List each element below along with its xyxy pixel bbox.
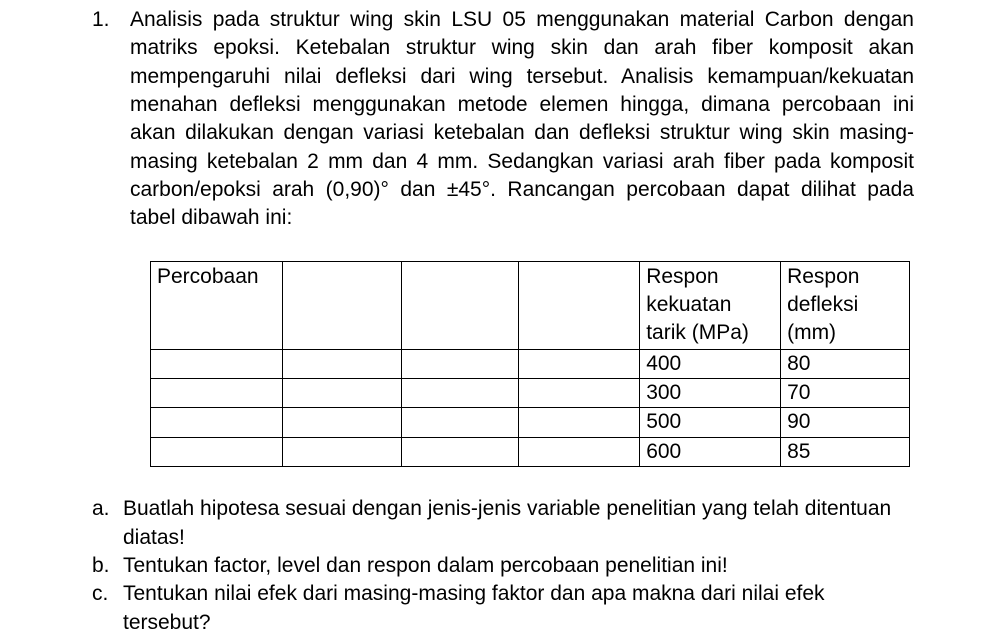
col-header: [519, 261, 640, 349]
table-cell: [401, 379, 518, 408]
table-cell: 400: [640, 349, 781, 378]
col-header: Respon defleksi (mm): [781, 261, 910, 349]
table-row: 300 70: [151, 379, 910, 408]
sub-marker: a.: [92, 495, 110, 523]
table-cell: [282, 379, 401, 408]
table-cell: [151, 349, 283, 378]
table-cell: [282, 408, 401, 437]
table-cell: 80: [781, 349, 910, 378]
sub-text: Tentukan nilai efek dari masing-masing f…: [123, 582, 825, 605]
table-cell: 300: [640, 379, 781, 408]
table-cell: [401, 349, 518, 378]
item-paragraph: Analisis pada struktur wing skin LSU 05 …: [130, 6, 914, 233]
table-cell: 500: [640, 408, 781, 437]
table-cell: [401, 408, 518, 437]
sub-text: Buatlah hipotesa sesuai dengan jenis-jen…: [123, 497, 891, 520]
sub-item-c-cont: tersebut?: [92, 609, 914, 637]
table-cell: [282, 349, 401, 378]
table-row: 400 80: [151, 349, 910, 378]
sub-item-a: a. Buatlah hipotesa sesuai dengan jenis-…: [92, 495, 914, 523]
table-cell: 70: [781, 379, 910, 408]
table-cell: [282, 437, 401, 466]
table-row: 500 90: [151, 408, 910, 437]
col-header: [282, 261, 401, 349]
question-item: 1. Analisis pada struktur wing skin LSU …: [0, 6, 982, 637]
table-row: 600 85: [151, 437, 910, 466]
sub-item-c: c. Tentukan nilai efek dari masing-masin…: [92, 580, 914, 608]
sub-item-b: b. Tentukan factor, level dan respon dal…: [92, 552, 914, 580]
experiment-table-wrap: Percobaan Respon kekuatan tarik (MPa) Re…: [150, 261, 914, 467]
table-cell: 600: [640, 437, 781, 466]
table-cell: 85: [781, 437, 910, 466]
col-header: Percobaan: [151, 261, 283, 349]
table-cell: [519, 437, 640, 466]
sub-text: Tentukan factor, level dan respon dalam …: [123, 554, 728, 577]
sub-marker: c.: [92, 580, 108, 608]
table-cell: [519, 408, 640, 437]
table-body: 400 80 300 70 500 90: [151, 349, 910, 466]
table-cell: [151, 437, 283, 466]
table-cell: [519, 379, 640, 408]
table-cell: [519, 349, 640, 378]
table-cell: [151, 379, 283, 408]
item-number: 1.: [92, 6, 110, 34]
sub-marker: b.: [92, 552, 110, 580]
col-header: Respon kekuatan tarik (MPa): [640, 261, 781, 349]
experiment-table: Percobaan Respon kekuatan tarik (MPa) Re…: [150, 261, 910, 467]
col-header: [401, 261, 518, 349]
sub-item-a-cont: diatas!: [92, 524, 914, 552]
table-cell: [151, 408, 283, 437]
table-cell: [401, 437, 518, 466]
table-cell: 90: [781, 408, 910, 437]
table-header-row: Percobaan Respon kekuatan tarik (MPa) Re…: [151, 261, 910, 349]
sub-questions: a. Buatlah hipotesa sesuai dengan jenis-…: [92, 495, 914, 637]
